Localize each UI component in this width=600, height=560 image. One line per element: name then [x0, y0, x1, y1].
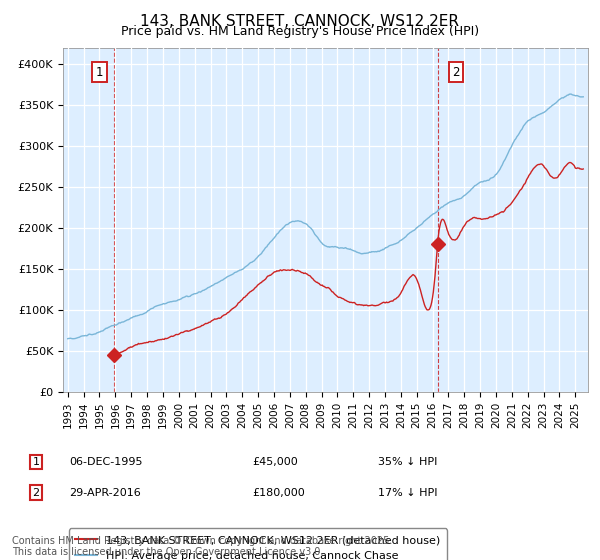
Text: 1: 1 — [96, 66, 103, 79]
Text: 06-DEC-1995: 06-DEC-1995 — [69, 457, 143, 467]
Text: £45,000: £45,000 — [252, 457, 298, 467]
Text: 17% ↓ HPI: 17% ↓ HPI — [378, 488, 437, 498]
Text: £180,000: £180,000 — [252, 488, 305, 498]
Text: 143, BANK STREET, CANNOCK, WS12 2ER: 143, BANK STREET, CANNOCK, WS12 2ER — [140, 14, 460, 29]
Text: 2: 2 — [452, 66, 460, 79]
Legend: 143, BANK STREET, CANNOCK, WS12 2ER (detached house), HPI: Average price, detach: 143, BANK STREET, CANNOCK, WS12 2ER (det… — [68, 529, 447, 560]
Text: 29-APR-2016: 29-APR-2016 — [69, 488, 141, 498]
Text: 35% ↓ HPI: 35% ↓ HPI — [378, 457, 437, 467]
Text: 1: 1 — [32, 457, 40, 467]
Text: 2: 2 — [32, 488, 40, 498]
Text: Price paid vs. HM Land Registry's House Price Index (HPI): Price paid vs. HM Land Registry's House … — [121, 25, 479, 38]
Text: Contains HM Land Registry data © Crown copyright and database right 2025.
This d: Contains HM Land Registry data © Crown c… — [12, 535, 392, 557]
